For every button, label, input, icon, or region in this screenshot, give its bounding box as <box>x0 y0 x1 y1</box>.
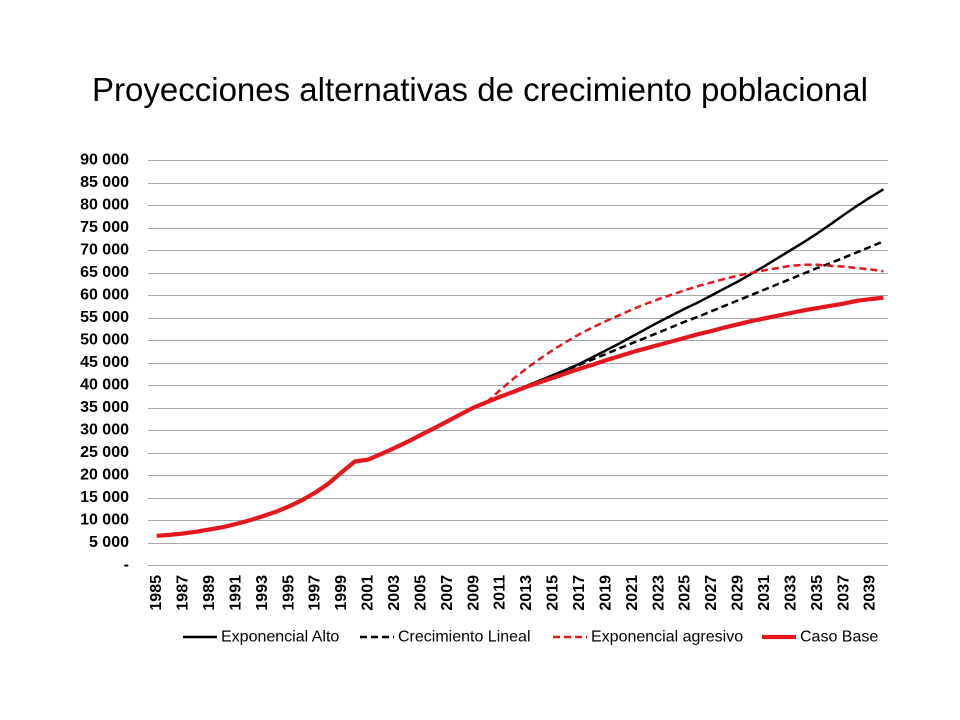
y-tick-label: 35 000 <box>80 399 129 416</box>
legend-label: Exponencial agresivo <box>591 629 743 646</box>
y-tick-label: 55 000 <box>80 309 129 326</box>
y-tick-label: 10 000 <box>80 512 129 529</box>
y-tick-label: 5 000 <box>89 534 129 551</box>
gridlines <box>148 160 888 566</box>
legend: Exponencial Alto Crecimiento Lineal Expone… <box>183 629 878 646</box>
y-tick-label: - <box>124 557 129 574</box>
plot-area <box>156 188 885 538</box>
legend-item: Caso Base <box>762 629 878 646</box>
x-tick-label: 2019 <box>597 575 614 611</box>
y-tick-label: 45 000 <box>80 354 129 371</box>
x-axis: 1985 1987 1989 1991 1993 1995 1997 1999 2001 2003… <box>148 575 879 611</box>
x-tick-label: 2031 <box>756 575 773 611</box>
series-line-crecimiento-lineal <box>486 240 884 404</box>
y-axis: - 5 000 10 000 15 000 20 000 25 000 30 000 35 0… <box>80 152 129 574</box>
y-tick-label: 75 000 <box>80 219 129 236</box>
y-tick-label: 90 000 <box>80 152 129 169</box>
x-tick-label: 2039 <box>862 575 879 611</box>
y-tick-label: 40 000 <box>80 377 129 394</box>
y-tick-label: 70 000 <box>80 242 129 259</box>
x-tick-label: 2011 <box>492 575 509 610</box>
chart-title: Proyecciones alternativas de crecimiento… <box>92 71 868 108</box>
x-tick-label: 2023 <box>650 575 667 611</box>
x-tick-label: 2009 <box>465 575 482 611</box>
y-tick-label: 25 000 <box>80 444 129 461</box>
y-tick-label: 85 000 <box>80 174 129 191</box>
x-tick-label: 1991 <box>227 575 244 611</box>
y-tick-label: 60 000 <box>80 287 129 304</box>
series-line-exponencial-agresivo <box>486 263 884 404</box>
x-tick-label: 1989 <box>201 575 218 611</box>
x-tick-label: 2029 <box>730 575 747 611</box>
x-tick-label: 2005 <box>412 575 429 611</box>
legend-item: Crecimiento Lineal <box>360 629 531 646</box>
y-tick-label: 50 000 <box>80 332 129 349</box>
legend-item: Exponencial agresivo <box>553 629 743 646</box>
y-tick-label: 30 000 <box>80 422 129 439</box>
x-tick-label: 2013 <box>518 575 535 611</box>
x-tick-label: 2035 <box>809 575 826 611</box>
x-tick-label: 2025 <box>677 575 694 611</box>
x-tick-label: 2015 <box>545 575 562 611</box>
y-tick-label: 65 000 <box>80 264 129 281</box>
series-line-caso-base <box>156 295 884 538</box>
x-tick-label: 2033 <box>782 575 799 611</box>
x-tick-label: 2007 <box>439 575 456 611</box>
y-tick-label: 20 000 <box>80 467 129 484</box>
y-tick-label: 80 000 <box>80 197 129 214</box>
x-tick-label: 2003 <box>386 575 403 611</box>
x-tick-label: 1995 <box>280 575 297 611</box>
y-tick-label: 15 000 <box>80 489 129 506</box>
x-tick-label: 1985 <box>148 575 165 611</box>
x-tick-label: 2001 <box>360 575 377 611</box>
x-tick-label: 2017 <box>571 575 588 611</box>
x-tick-label: 1993 <box>254 575 271 611</box>
x-tick-label: 1997 <box>307 575 324 611</box>
x-tick-label: 2027 <box>703 575 720 611</box>
legend-label: Caso Base <box>800 629 878 646</box>
x-tick-label: 1987 <box>175 575 192 611</box>
x-tick-label: 2021 <box>624 575 641 611</box>
x-tick-label: 1999 <box>333 575 350 611</box>
legend-label: Crecimiento Lineal <box>398 629 531 646</box>
x-tick-label: 2037 <box>835 575 852 611</box>
legend-label: Exponencial Alto <box>221 629 339 646</box>
legend-item: Exponencial Alto <box>183 629 339 646</box>
